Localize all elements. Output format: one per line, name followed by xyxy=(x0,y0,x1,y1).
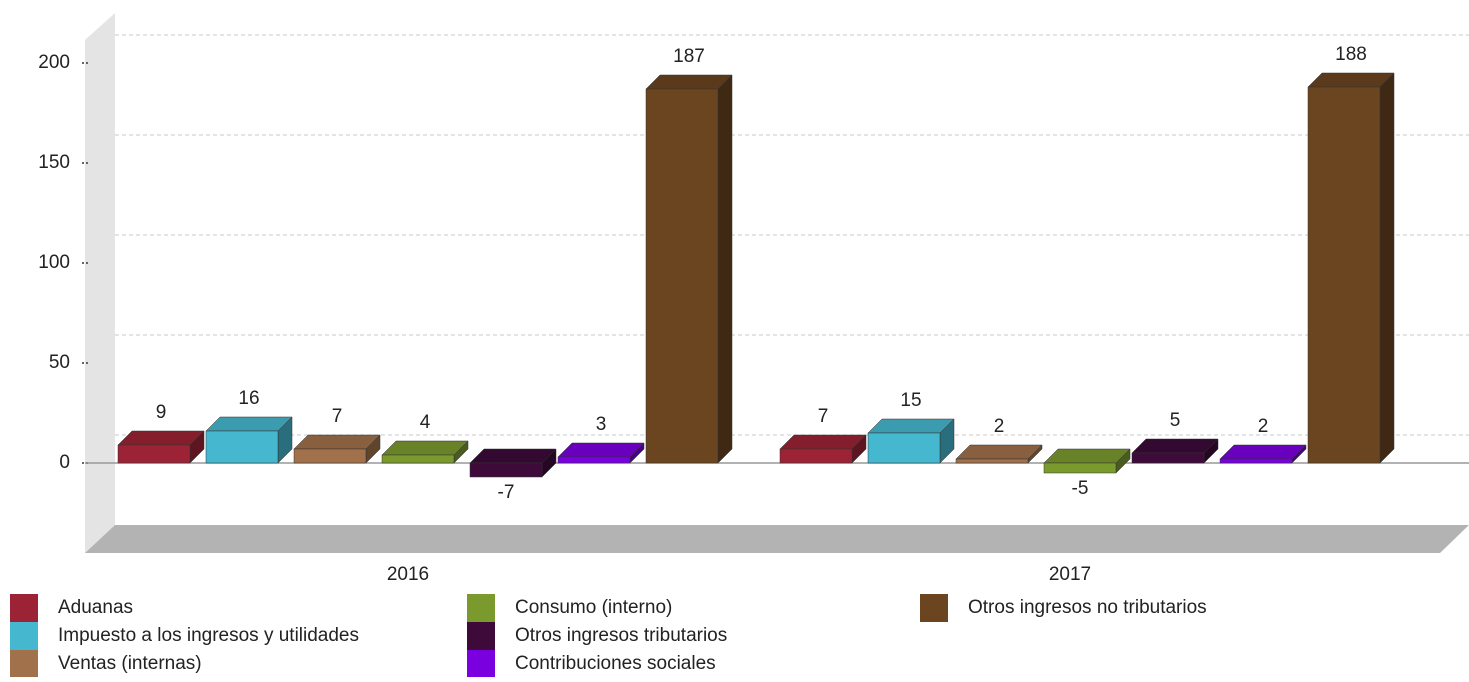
bar-front xyxy=(557,456,631,464)
bar-front xyxy=(117,444,191,464)
legend-swatch xyxy=(467,622,495,650)
bar-top xyxy=(1131,438,1219,454)
bar-front xyxy=(955,458,1029,464)
legend-label: Contribuciones sociales xyxy=(515,653,716,674)
bar-side xyxy=(1379,72,1395,464)
bar xyxy=(205,416,293,464)
bar-top xyxy=(381,440,469,456)
bar xyxy=(117,430,205,464)
bar-top xyxy=(1307,72,1395,88)
bar xyxy=(1043,448,1131,474)
value-label: 7 xyxy=(818,406,829,427)
legend-label: Aduanas xyxy=(58,597,133,618)
value-label: 2 xyxy=(1258,416,1269,437)
bar xyxy=(557,442,645,464)
bar xyxy=(381,440,469,464)
legend-label: Ventas (internas) xyxy=(58,653,202,674)
legend-swatch xyxy=(10,594,38,622)
bar-top xyxy=(117,430,205,446)
bar-top xyxy=(779,434,867,450)
bar xyxy=(1131,438,1219,464)
legend-swatch xyxy=(467,594,495,622)
floor xyxy=(85,525,1469,553)
y-tick-label: 0 xyxy=(59,452,70,473)
bar xyxy=(779,434,867,464)
value-label: 5 xyxy=(1170,410,1181,431)
legend-label: Consumo (interno) xyxy=(515,597,672,618)
bar-top xyxy=(469,448,557,464)
bar-top xyxy=(645,74,733,90)
bar xyxy=(469,448,557,478)
value-label: 16 xyxy=(238,388,259,409)
legend-label: Otros ingresos no tributarios xyxy=(968,597,1207,618)
value-label: 15 xyxy=(900,390,921,411)
bar-front xyxy=(381,454,455,464)
legend-swatch xyxy=(920,594,948,622)
value-label: 2 xyxy=(994,416,1005,437)
bar-top xyxy=(557,442,645,458)
legend-swatch xyxy=(467,650,495,678)
y-tick-label: 50 xyxy=(49,352,70,373)
legend-swatch xyxy=(10,622,38,650)
value-label: -7 xyxy=(498,482,515,503)
bar xyxy=(867,418,955,464)
bar-front xyxy=(293,448,367,464)
legend-label: Impuesto a los ingresos y utilidades xyxy=(58,625,359,646)
side-wall xyxy=(85,13,115,553)
bar xyxy=(1307,72,1395,464)
bar-side xyxy=(717,74,733,464)
value-label: 3 xyxy=(596,414,607,435)
bar-front xyxy=(645,88,719,464)
x-tick-label: 2017 xyxy=(1049,564,1091,585)
bar-front xyxy=(779,448,853,464)
bar-front xyxy=(867,432,941,464)
y-tick-label: 150 xyxy=(38,152,70,173)
bar-top xyxy=(293,434,381,450)
legend-swatch xyxy=(10,650,38,678)
bar-top xyxy=(955,444,1043,460)
value-label: 9 xyxy=(156,402,167,423)
bar xyxy=(955,444,1043,464)
bar-front xyxy=(469,462,543,478)
value-label: 4 xyxy=(420,412,431,433)
bar-top xyxy=(1043,448,1131,464)
bar-front xyxy=(1307,86,1381,464)
bar-front xyxy=(1219,458,1293,464)
value-label: 187 xyxy=(673,46,705,67)
bar-top xyxy=(205,416,293,432)
y-tick-label: 100 xyxy=(38,252,70,273)
y-tick-label: 200 xyxy=(38,52,70,73)
bar xyxy=(293,434,381,464)
x-tick-label: 2016 xyxy=(387,564,429,585)
value-label: -5 xyxy=(1072,478,1089,499)
bar-top xyxy=(1219,444,1307,460)
value-label: 188 xyxy=(1335,44,1367,65)
bar-top xyxy=(867,418,955,434)
bar-front xyxy=(1043,462,1117,474)
legend-label: Otros ingresos tributarios xyxy=(515,625,727,646)
value-label: 7 xyxy=(332,406,343,427)
bar xyxy=(645,74,733,464)
bar-front xyxy=(205,430,279,464)
bar-front xyxy=(1131,452,1205,464)
bar xyxy=(1219,444,1307,464)
